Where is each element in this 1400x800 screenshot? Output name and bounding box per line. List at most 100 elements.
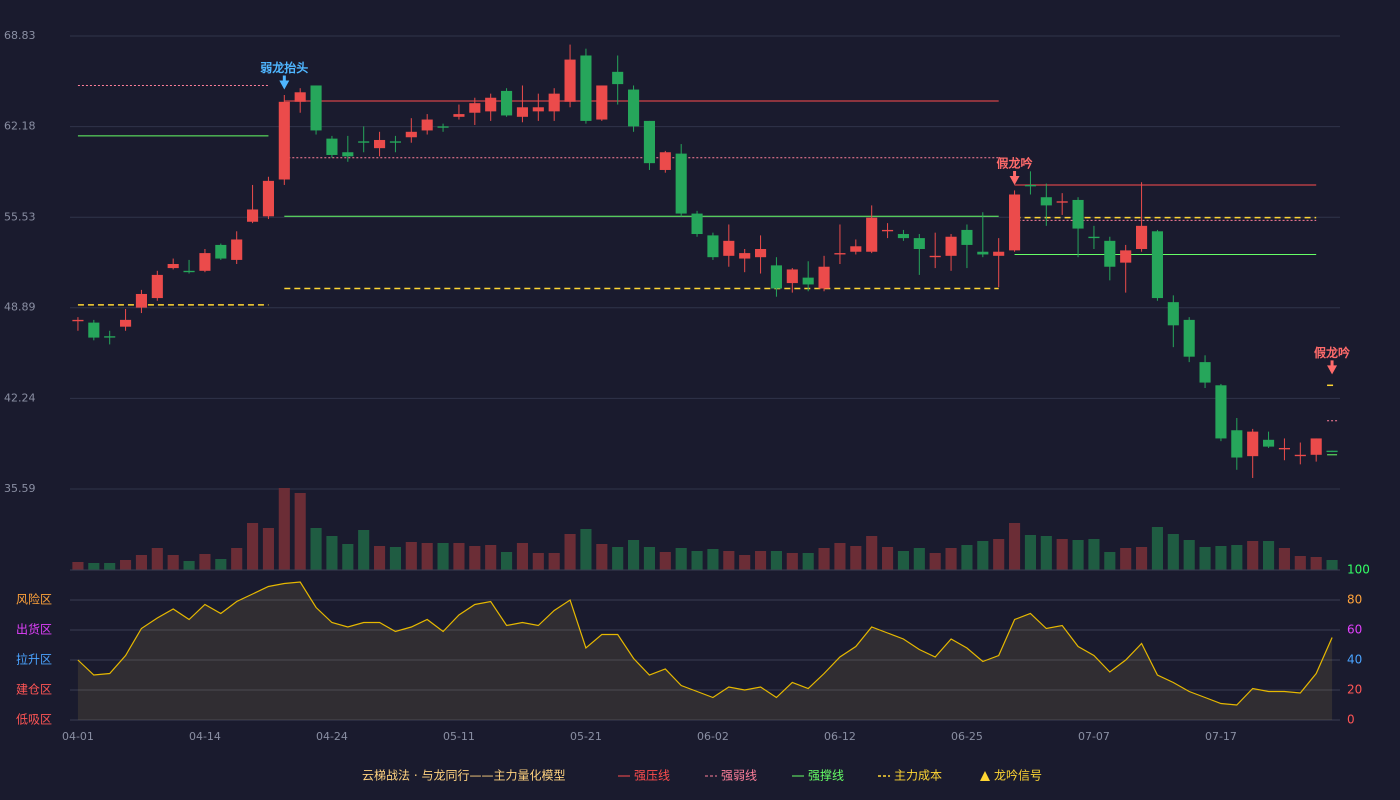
volume-bar [850, 546, 862, 570]
volume-bar [120, 560, 132, 570]
y-tick-label: 35.59 [4, 482, 36, 495]
volume-bar [1151, 527, 1163, 570]
candle-body [643, 120, 655, 164]
volume-bar [866, 536, 878, 570]
y-tick-label: 42.24 [4, 391, 36, 404]
candle-body [358, 141, 370, 143]
volume-bar [993, 539, 1005, 570]
candle-body [1167, 302, 1179, 326]
legend-label: 强压线 [634, 769, 670, 783]
candle-body [532, 107, 544, 112]
y-tick-label: 80 [1347, 593, 1362, 607]
y-tick-label: 60 [1347, 623, 1362, 637]
volume-bar [278, 488, 290, 570]
candle-body [485, 97, 497, 112]
candle-body [1310, 438, 1322, 455]
candle-body [659, 152, 671, 170]
candle-body [421, 119, 433, 131]
candle-body [135, 293, 147, 308]
volume-bar [1040, 536, 1052, 570]
volume-bar [1088, 539, 1100, 570]
candle-body [167, 263, 179, 269]
candle-body [374, 139, 386, 149]
candle-body [1231, 430, 1243, 458]
legend-icon [980, 771, 990, 781]
volume-bar [1278, 548, 1290, 570]
x-tick-label: 04-24 [316, 730, 348, 743]
signal-arrow [1327, 360, 1338, 375]
volume-bar [532, 553, 544, 570]
candle-body [310, 85, 322, 131]
volume-bar [135, 555, 147, 570]
volume-bar [707, 549, 719, 570]
candle-body [755, 249, 767, 258]
candle-body [501, 90, 513, 116]
volume-bar [834, 543, 846, 570]
candle-body [1183, 319, 1195, 357]
legend-label: 主力成本 [894, 769, 942, 783]
candle-body [437, 126, 449, 128]
candle-body [1278, 447, 1290, 450]
candle-body [151, 274, 163, 299]
volume-bar [977, 541, 989, 570]
volume-bar [961, 545, 973, 570]
y-tick-label: 48.89 [4, 301, 36, 314]
volume-bar [643, 547, 655, 570]
candle-body [1326, 450, 1338, 453]
volume-bar [262, 528, 274, 570]
volume-bar [247, 523, 259, 570]
x-tick-label: 05-11 [443, 730, 475, 743]
volume-bar [612, 547, 624, 570]
volume-bar [1326, 560, 1338, 570]
signal-label: 假龙吟 [997, 155, 1033, 170]
volume-bar [1120, 548, 1132, 570]
candle-body [739, 253, 751, 259]
candle-body [231, 239, 243, 260]
candle-body [405, 131, 417, 138]
candle-body [1040, 197, 1052, 206]
volume-bar [913, 548, 925, 570]
volume-bar [516, 543, 528, 570]
candle-body [1009, 194, 1021, 251]
zone-label: 风险区 [16, 592, 52, 607]
volume-bar [1072, 540, 1084, 570]
candle-body [818, 266, 830, 289]
candle-body [1088, 236, 1100, 239]
candle-body [262, 180, 274, 217]
signal-label: 假龙吟 [1314, 345, 1350, 360]
candle-body [977, 251, 989, 255]
candle-body [723, 240, 735, 256]
candle-body [453, 114, 465, 117]
volume-bar [358, 530, 370, 570]
candle-body [1199, 362, 1211, 383]
volume-bar [421, 543, 433, 570]
y-tick-label: 68.83 [4, 29, 36, 42]
candle-body [72, 319, 84, 322]
volume-bar [183, 561, 195, 570]
volume-bar [739, 555, 751, 570]
candle-body [278, 101, 290, 180]
candle-body [1294, 454, 1306, 457]
candle-body [691, 213, 703, 235]
volume-bar [691, 551, 703, 570]
volume-bar [659, 552, 671, 570]
volume-bar [501, 552, 513, 570]
volume-bar [405, 542, 417, 570]
candle-body [707, 235, 719, 258]
candle-body [104, 336, 116, 338]
volume-bar [469, 546, 481, 570]
y-tick-label: 20 [1347, 683, 1362, 697]
candle-body [628, 89, 640, 127]
signal-arrow [279, 75, 290, 90]
volume-bar [326, 536, 338, 570]
volume-bar [389, 547, 401, 570]
signal-arrow [1009, 170, 1020, 185]
candle-body [88, 322, 100, 338]
volume-bar [485, 545, 497, 570]
legend-label: 强撑线 [808, 768, 844, 783]
candle-body [1104, 240, 1116, 267]
volume-bar [294, 493, 306, 570]
candle-body [1263, 439, 1275, 447]
